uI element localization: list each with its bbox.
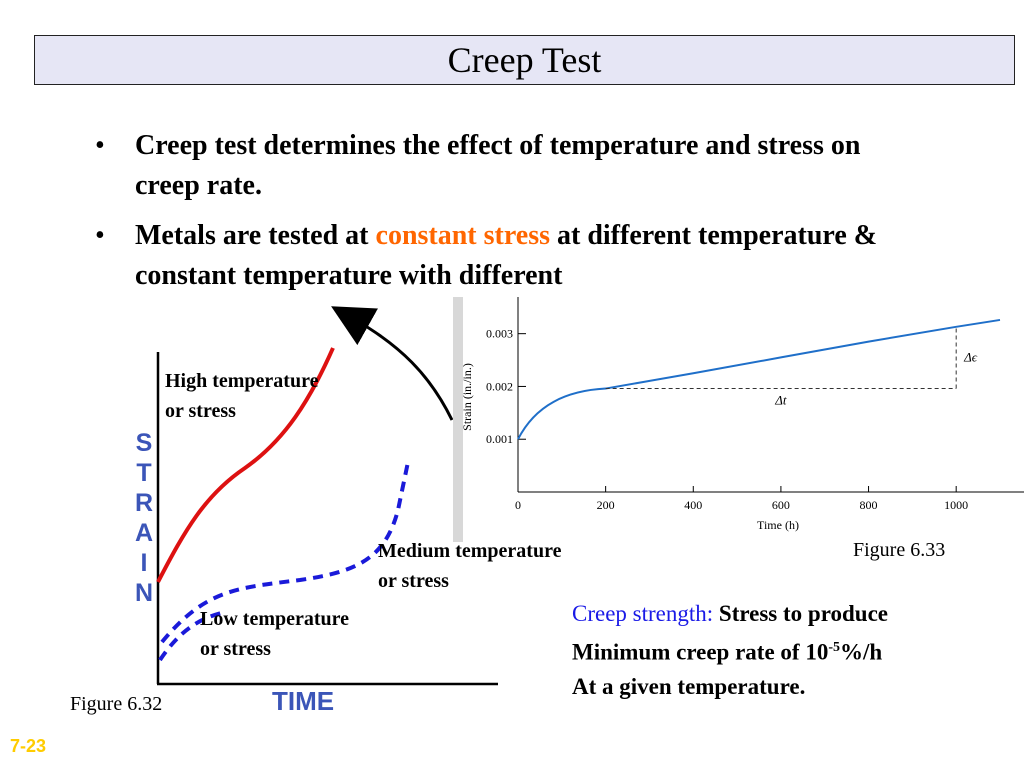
medium-temperature-curve [160,461,410,644]
x-tick-label: 600 [772,498,790,512]
creep-strength-line1: Stress to produce [713,601,889,626]
strain-letter: A [134,519,154,547]
creep-rate-exponent: -5 [828,640,841,655]
medium-temperature-label: Medium temperature or stress [378,540,562,592]
bullet-text-end: at different temperature & constant temp… [135,220,878,291]
slide-number: 7-23 [10,736,47,756]
strain-curve [517,318,1001,440]
chart-background [463,297,1024,542]
low-temperature-curve [158,610,226,662]
chart-y-label: Strain (in./in.) [460,363,474,431]
strain-letter: I [140,549,148,577]
creep-rate-unit: %/h [840,639,883,665]
bullet-text: Creep test determines the effect of temp… [135,130,861,201]
bullet-text-start: Metals are tested at [135,220,376,251]
chart-shadow-strip [453,297,463,542]
figure-633-chart: 0.001 0.002 0.003 0 200 400 600 800 1000 Time (h)… [453,297,1024,542]
delta-t-label: Δt [774,393,787,408]
figure-633-caption: Figure 6.33 [853,539,946,561]
low-temperature-label: Low temperature or stress [200,608,350,660]
pointer-arrow [331,306,454,421]
high-temperature-label: High temperature or stress [165,370,319,422]
creep-strength-definition: Creep strength: Stress to produce Minimu… [572,597,888,704]
figure-632-caption: Figure 6.32 [70,693,163,715]
time-axis-label: TIME [272,686,335,716]
bullet-accent-text: constant stress [375,220,550,251]
high-temperature-curve [156,347,335,583]
bullet-item: • Creep test determines the effect of te… [95,126,915,206]
strain-letter: R [134,489,154,517]
bullet-symbol: • [95,220,105,251]
creep-strength-line2: Minimum creep rate of 10 [572,639,829,665]
chart-x-label: Time (h) [757,518,799,532]
y-tick-label: 0.002 [486,379,513,393]
y-tick-label: 0.003 [486,327,513,341]
y-tick-label: 0.001 [486,432,513,446]
x-tick-label: 0 [515,498,521,512]
strain-letter: N [134,579,154,607]
bullet-symbol: • [95,130,105,161]
x-tick-label: 400 [684,498,702,512]
creep-strength-label: Creep strength: [572,601,714,626]
delta-epsilon-label: Δϵ [963,350,978,365]
slide-title-text: Creep Test [447,40,602,80]
x-tick-label: 1000 [944,498,968,512]
strain-letter: S [135,429,153,457]
creep-strength-line3: At a given temperature. [572,673,806,699]
x-tick-label: 200 [597,498,615,512]
slide-title: Creep Test [34,35,1015,85]
bullet-list: • Creep test determines the effect of te… [95,126,915,306]
x-tick-label: 800 [860,498,878,512]
bullet-item: • Metals are tested at constant stress a… [95,216,915,296]
strain-letter: T [136,459,152,487]
